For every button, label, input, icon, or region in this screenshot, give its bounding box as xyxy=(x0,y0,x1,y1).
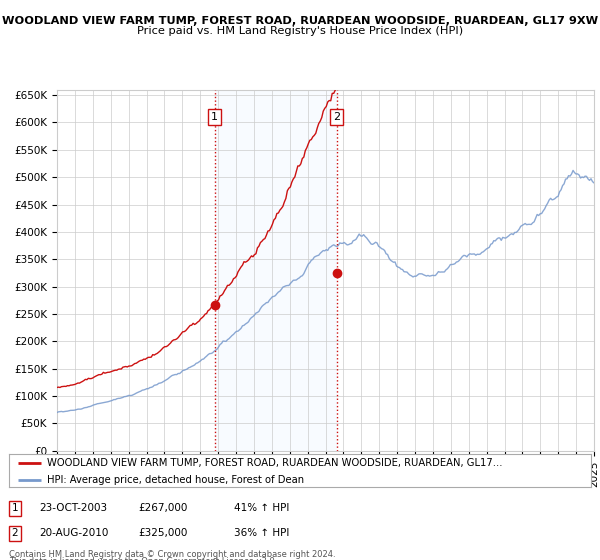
Text: WOODLAND VIEW FARM TUMP, FOREST ROAD, RUARDEAN WOODSIDE, RUARDEAN, GL17...: WOODLAND VIEW FARM TUMP, FOREST ROAD, RU… xyxy=(47,458,502,468)
Text: 23-OCT-2003: 23-OCT-2003 xyxy=(39,503,107,514)
Text: 1: 1 xyxy=(11,503,19,514)
Text: 2: 2 xyxy=(333,112,340,122)
Text: 20-AUG-2010: 20-AUG-2010 xyxy=(39,528,109,538)
Text: 1: 1 xyxy=(211,112,218,122)
Text: WOODLAND VIEW FARM TUMP, FOREST ROAD, RUARDEAN WOODSIDE, RUARDEAN, GL17 9XW: WOODLAND VIEW FARM TUMP, FOREST ROAD, RU… xyxy=(2,16,598,26)
Text: 36% ↑ HPI: 36% ↑ HPI xyxy=(234,528,289,538)
Text: £267,000: £267,000 xyxy=(138,503,187,514)
Text: £325,000: £325,000 xyxy=(138,528,187,538)
Text: 41% ↑ HPI: 41% ↑ HPI xyxy=(234,503,289,514)
Text: 2: 2 xyxy=(11,528,19,538)
Text: Price paid vs. HM Land Registry's House Price Index (HPI): Price paid vs. HM Land Registry's House … xyxy=(137,26,463,36)
Text: HPI: Average price, detached house, Forest of Dean: HPI: Average price, detached house, Fore… xyxy=(47,475,304,485)
Bar xyxy=(215,90,337,451)
Text: Contains HM Land Registry data © Crown copyright and database right 2024.: Contains HM Land Registry data © Crown c… xyxy=(9,550,335,559)
Text: This data is licensed under the Open Government Licence v3.0.: This data is licensed under the Open Gov… xyxy=(9,557,277,560)
